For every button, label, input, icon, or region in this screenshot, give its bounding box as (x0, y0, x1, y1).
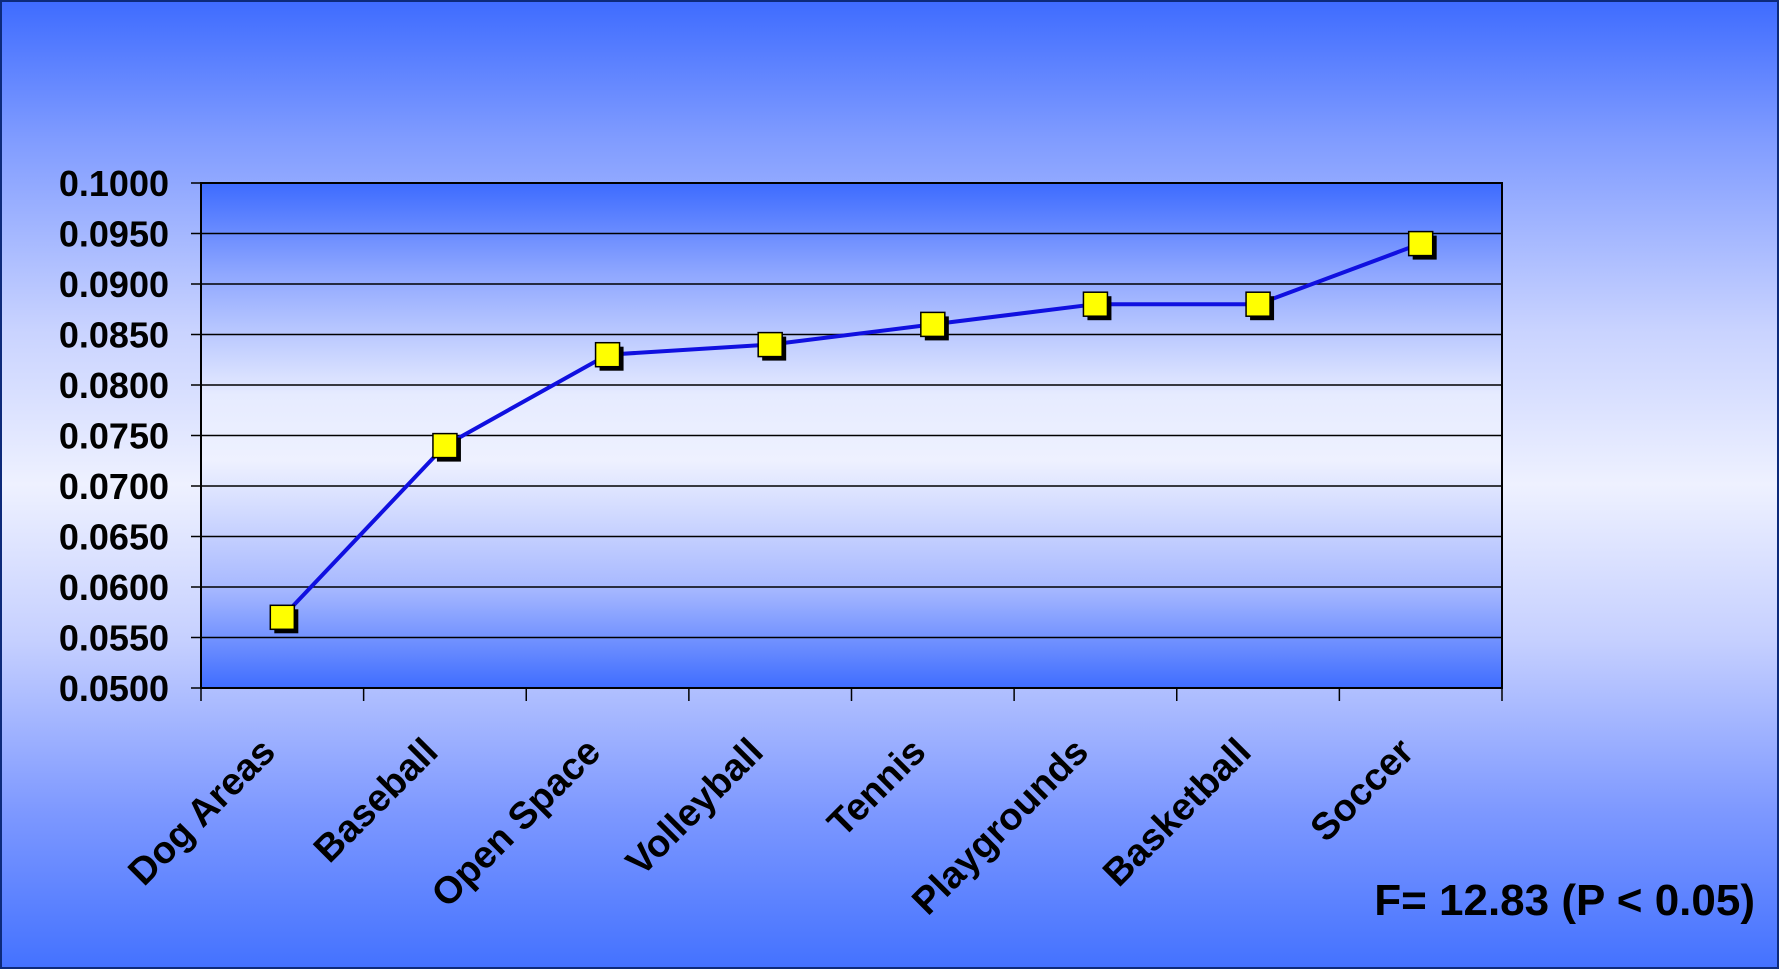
x-category-label: Dog Areas (121, 731, 284, 894)
series-line (280, 241, 1422, 619)
y-tick-label: 0.0500 (59, 668, 169, 709)
y-tick-label: 0.1000 (59, 163, 169, 204)
y-tick-label: 0.0700 (59, 466, 169, 507)
y-tick-label: 0.0750 (59, 416, 169, 457)
x-category-label: Tennis (820, 731, 934, 845)
y-tick-label: 0.0600 (59, 567, 169, 608)
x-category-label: Volleyball (618, 731, 771, 884)
y-tick-label: 0.0950 (59, 214, 169, 255)
y-tick-label: 0.0650 (59, 517, 169, 558)
data-point (1082, 291, 1109, 317)
x-category-label: Baseball (306, 731, 446, 871)
data-point (757, 331, 783, 358)
data-point (594, 341, 621, 368)
x-category-label: Basketball (1095, 731, 1259, 895)
data-point (1407, 230, 1434, 257)
y-tick-label: 0.0900 (59, 264, 169, 305)
data-point (432, 432, 458, 459)
y-tick-label: 0.0800 (59, 365, 169, 406)
data-point (920, 311, 946, 338)
data-point (269, 604, 296, 631)
x-category-label: Soccer (1303, 731, 1422, 850)
x-category-label: Open Space (424, 731, 609, 916)
data-point (1245, 291, 1271, 317)
y-tick-label: 0.0850 (59, 315, 169, 356)
y-tick-label: 0.0550 (59, 618, 169, 659)
f-statistic-annotation: F= 12.83 (P < 0.05) (1374, 876, 1755, 925)
